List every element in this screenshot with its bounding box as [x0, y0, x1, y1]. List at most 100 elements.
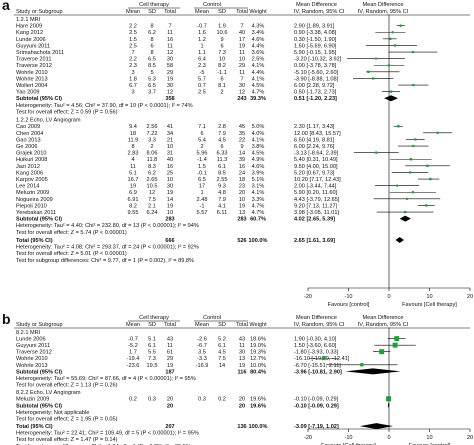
study-row-value: 0.3 [148, 397, 156, 403]
study-marker [411, 50, 414, 54]
study-row-value: 5.5 [148, 350, 156, 356]
study-row-value: 8.1 [218, 83, 226, 89]
study-row-value: 5.1 [129, 170, 137, 176]
study-row-label: Yao 2009 [16, 90, 40, 96]
subtotal-diamond [345, 368, 401, 375]
study-row-value: 4 [131, 157, 134, 163]
study-row-value: 4.5% [252, 151, 265, 157]
study-row-value: 1.2 [198, 37, 206, 43]
study-row-label: Lee 2014 [16, 184, 39, 190]
study-row-value: 8 [131, 144, 134, 150]
study-row-value: 20 [239, 190, 245, 196]
study-row-value: 30 [167, 184, 173, 190]
x-tick-label: 10 [426, 435, 432, 441]
study-row-value: 11.3 [217, 157, 227, 163]
study-row-value: 1.5 [129, 37, 137, 43]
study-row-value: 19 [167, 363, 173, 369]
study-marker [403, 210, 407, 214]
study-row-ci: 10.20 [7.17, 12.43] [294, 177, 341, 183]
x-tick-label: -10 [344, 294, 352, 300]
study-row-value: 2.5 [129, 30, 137, 36]
study-row-value: 29 [239, 63, 245, 69]
study-row-value: 1 [200, 190, 203, 196]
study-row-label: Lunde 2006 [16, 37, 46, 43]
study-row-value: 2.3 [129, 63, 137, 69]
study-row-value: 19 [239, 43, 245, 49]
study-row-value: 6 [220, 144, 223, 150]
study-marker [392, 342, 398, 348]
study-row-label: Grajek 2010 [16, 151, 46, 157]
study-row-value: 5.3 [148, 76, 156, 82]
header-md-left: Mean Difference [296, 2, 337, 8]
study-row-value: 7 [131, 50, 134, 56]
study-row-value: 14 [167, 197, 173, 203]
subtotal-row-label: Subtotal (95% CI) [16, 96, 62, 102]
header-group1: Cell therapy [139, 315, 169, 321]
study-row-value: -0.7 [128, 337, 138, 343]
study-marker [409, 158, 413, 161]
study-row-value: 6.4 [198, 57, 206, 63]
study-row-value: 4.7% [252, 210, 265, 216]
study-row-value: 5.1 [148, 337, 156, 343]
study-row-value: 2.5 [129, 43, 137, 49]
study-row-ci: 6.50 [4.19, 8.81] [294, 137, 335, 143]
study-row-value: 2.56 [147, 124, 158, 130]
study-row-value: 2.5 [198, 90, 206, 96]
study-marker [399, 24, 402, 27]
column-header: Mean [126, 9, 140, 15]
study-row-value: 6.5 [148, 57, 156, 63]
subtotal-row-value: 358 [165, 96, 174, 102]
study-row-value: 7.5 [148, 197, 156, 203]
axis-label-left: Favours [control] [328, 302, 370, 308]
study-row-value: 8.5 [148, 63, 156, 69]
axis-label-right: Favours [Cell therapy] [402, 302, 457, 308]
footer-note: Test for overall effect: Z = 1.47 (P = 0… [16, 437, 118, 443]
study-marker [391, 31, 394, 34]
study-row-value: 29 [167, 356, 173, 362]
study-row-ci: 0.50 [-1.73, 2.73] [294, 90, 337, 96]
study-row-value: 3 [131, 70, 134, 76]
study-row-label: Hare 2009 [16, 24, 42, 30]
subgroup-note: Heterogeneity: Tau² = 4.56; Chi² = 37.90… [16, 103, 193, 109]
study-row-label: Ge 2006 [16, 144, 37, 150]
study-row-label: Srimahachota 2011 [16, 50, 64, 56]
study-row-value: 4.1% [252, 190, 265, 196]
study-row-value: 4.4% [252, 43, 265, 49]
x-tick-label: 0 [387, 435, 390, 441]
axis-label-left: Favours [Cell therapy] [321, 443, 376, 445]
study-row-ci: -6.70 [-15.51, 2.11] [294, 363, 341, 369]
study-row-ci: 0.90 [-3.38, 4.08] [294, 30, 337, 36]
column-header: IV, Random, 95% CI [294, 9, 345, 15]
study-row-value: 6.5 [148, 83, 156, 89]
study-marker [425, 204, 428, 207]
study-row-value: 19 [239, 203, 245, 209]
study-marker [389, 37, 392, 41]
subtotal-row-value: 187 [165, 369, 174, 375]
study-row-label: Wohrle 2010 [16, 70, 48, 76]
study-row-value: 5.0% [252, 124, 265, 130]
study-marker [412, 83, 415, 87]
study-row-value: 19 [130, 184, 136, 190]
study-row-value: 39 [239, 157, 245, 163]
x-tick-label: -20 [304, 435, 312, 441]
study-row-value: 7 [240, 24, 243, 30]
total-row-value: 100.0% [249, 238, 268, 244]
study-marker [321, 356, 326, 361]
study-marker [387, 64, 391, 67]
study-row-ci: 5.90 [-0.15, 1.95] [294, 50, 337, 56]
study-row-label: Cao 2009 [16, 124, 40, 130]
study-row-value: 3.9% [252, 170, 265, 176]
study-row-value: 14 [219, 363, 225, 369]
subtotal-row-value: 19.6% [250, 403, 266, 409]
study-row-value: 21 [167, 137, 173, 143]
study-row-label: Jazi 2012 [16, 164, 40, 170]
study-row-value: 7 [168, 24, 171, 30]
study-row-value: 10.0% [250, 363, 266, 369]
study-row-value: 3.5 [198, 350, 206, 356]
study-row-value: -0.1 [197, 170, 207, 176]
study-row-value: 6 [220, 43, 223, 49]
subtotal-diamond [384, 95, 399, 102]
study-row-value: 3.6% [252, 50, 265, 56]
study-row-value: 2 [220, 90, 223, 96]
study-row-value: 7.5 [218, 356, 226, 362]
